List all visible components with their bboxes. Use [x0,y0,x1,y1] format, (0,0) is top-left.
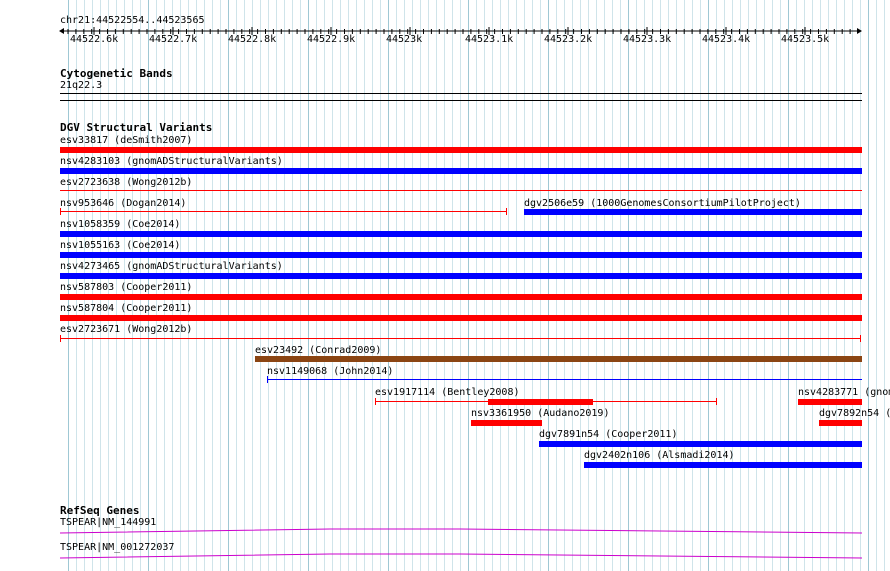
dgv-feature-label[interactable]: nsv587803 (Cooper2011) [60,282,193,293]
dgv-feature-glyph[interactable] [255,356,862,362]
refseq-transcript-label[interactable]: TSPEAR|NM_001272037 [60,542,175,553]
ruler-right-arrow-icon [857,28,862,34]
dgv-feature-label[interactable]: dgv7892n54 ( [819,408,890,419]
cytoband-track-title: Cytogenetic Bands [60,67,173,80]
ruler-tick-label: 44522.7k [149,34,198,45]
ruler-tick-label: 44522.9k [307,34,356,45]
locus-label: chr21:44522554..44523565 [60,15,205,26]
dgv-feature-glyph[interactable] [60,168,862,174]
dgv-feature-label[interactable]: nsv1058359 (Coe2014) [60,219,181,230]
dgv-feature-inner-glyph[interactable] [488,399,593,405]
dgv-feature-left-cap [267,376,268,383]
dgv-feature-glyph[interactable] [60,273,862,279]
ruler-tick-label: 44522.8k [228,34,277,45]
dgv-feature-label[interactable]: esv33817 (deSmith2007) [60,135,193,146]
dgv-feature-label[interactable]: esv2723671 (Wong2012b) [60,324,193,335]
dgv-feature-glyph[interactable] [798,399,862,405]
dgv-feature-glyph[interactable] [60,147,862,153]
dgv-feature-glyph[interactable] [584,462,862,468]
cytoband-top-line [60,93,862,94]
dgv-feature-glyph[interactable] [471,420,542,426]
dgv-feature-left-cap [60,335,61,342]
cytoband-bottom-line [60,100,862,101]
dgv-track-title: DGV Structural Variants [60,121,213,134]
dgv-feature-right-cap [860,335,861,342]
dgv-feature-label[interactable]: nsv587804 (Cooper2011) [60,303,193,314]
refseq-transcript-label[interactable]: TSPEAR|NM_144991 [60,517,157,528]
dgv-feature-right-cap [506,208,507,215]
dgv-feature-glyph[interactable] [524,209,862,215]
ruler-tick-label: 44523k [386,34,423,45]
dgv-feature-left-cap [375,398,376,405]
dgv-feature-label[interactable]: nsv953646 (Dogan2014) [60,198,187,209]
dgv-feature-label[interactable]: dgv7891n54 (Cooper2011) [539,429,678,440]
cytoband-label: 21q22.3 [60,80,103,91]
ruler-tick-label: 44523.2k [544,34,593,45]
dgv-feature-glyph[interactable] [60,231,862,237]
dgv-feature-label[interactable]: nsv3361950 (Audano2019) [471,408,610,419]
ruler-tick-label: 44523.4k [702,34,751,45]
dgv-feature-glyph[interactable] [267,379,862,380]
dgv-feature-glyph[interactable] [60,294,862,300]
dgv-feature-label[interactable]: nsv1055163 (Coe2014) [60,240,181,251]
dgv-feature-label[interactable]: nsv4283771 (gnom [798,387,890,398]
ruler-tick-label: 44523.3k [623,34,672,45]
ruler-tick-label: 44523.1k [465,34,514,45]
dgv-feature-label[interactable]: nsv4273465 (gnomADStructuralVariants) [60,261,283,272]
dgv-feature-glyph[interactable] [539,441,862,447]
refseq-intron-line[interactable] [0,527,890,539]
ruler-left-arrow-icon [59,28,64,34]
dgv-feature-glyph[interactable] [819,420,862,426]
refseq-track-title: RefSeq Genes [60,504,140,517]
dgv-feature-label[interactable]: dgv2402n106 (Alsmadi2014) [584,450,735,461]
dgv-feature-glyph[interactable] [60,315,862,321]
ruler-tick-label: 44523.5k [781,34,830,45]
dgv-feature-label[interactable]: esv2723638 (Wong2012b) [60,177,193,188]
dgv-feature-right-cap [716,398,717,405]
dgv-feature-glyph[interactable] [60,338,860,339]
dgv-feature-label[interactable]: nsv1149068 (John2014) [267,366,394,377]
dgv-feature-label[interactable]: dgv2506e59 (1000GenomesConsortiumPilotPr… [524,198,801,209]
coordinate-ruler[interactable] [0,24,890,48]
dgv-feature-label[interactable]: esv23492 (Conrad2009) [255,345,382,356]
ruler-tick-label: 44522.6k [70,34,119,45]
dgv-feature-glyph[interactable] [60,211,506,212]
dgv-feature-label[interactable]: esv1917114 (Bentley2008) [375,387,520,398]
dgv-feature-glyph[interactable] [60,190,862,191]
dgv-feature-glyph[interactable] [60,252,862,258]
dgv-feature-label[interactable]: nsv4283103 (gnomADStructuralVariants) [60,156,283,167]
dgv-feature-left-cap [60,208,61,215]
refseq-intron-line[interactable] [0,552,890,564]
